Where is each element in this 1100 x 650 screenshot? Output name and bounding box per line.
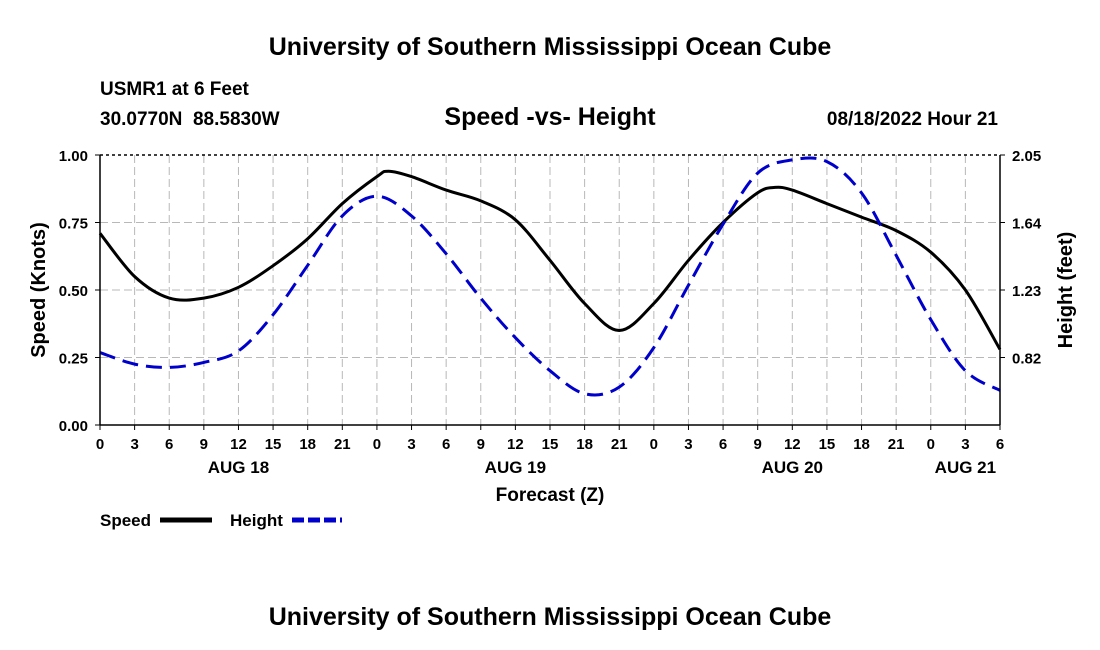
x-tick-label-2: 6: [165, 436, 173, 453]
x-tick-label-24: 0: [927, 436, 935, 453]
x-tick-label-8: 0: [373, 436, 381, 453]
day-label-2: AUG 20: [762, 458, 823, 477]
x-tick-label-21: 15: [819, 436, 836, 453]
y-tick-label-3: 0.75: [59, 216, 88, 233]
y2-tick-label-0: 0.82: [1012, 351, 1041, 368]
day-label-3: AUG 21: [935, 458, 996, 477]
x-tick-label-1: 3: [130, 436, 138, 453]
x-tick-label-15: 21: [611, 436, 628, 453]
x-tick-label-4: 12: [230, 436, 247, 453]
x-tick-label-10: 6: [442, 436, 450, 453]
legend-label-speed: Speed: [100, 511, 151, 530]
y2-tick-label-2: 1.64: [1012, 216, 1042, 233]
forecast-datetime: 08/18/2022 Hour 21: [827, 109, 999, 130]
footer-title: University of Southern Mississippi Ocean…: [269, 603, 832, 631]
axes: 0 3 6 9 12 15 18 21 0 3 6 9 12 15 18 21 0 3 6 9 12 15 18 21 0 3 6A…: [59, 148, 1042, 477]
day-label-0: AUG 18: [208, 458, 269, 477]
grid: [100, 155, 1000, 425]
y-axis-label: Speed (Knots): [28, 222, 50, 358]
y-tick-label-2: 0.50: [59, 283, 88, 300]
y-tick-label-1: 0.25: [59, 351, 88, 368]
legend-label-height: Height: [230, 511, 283, 530]
day-label-1: AUG 19: [485, 458, 546, 477]
x-tick-label-19: 9: [754, 436, 762, 453]
x-axis-label: Forecast (Z): [496, 485, 605, 506]
y-tick-label-0: 0.00: [59, 418, 88, 435]
page-title: University of Southern Mississippi Ocean…: [269, 33, 832, 61]
x-tick-label-20: 12: [784, 436, 801, 453]
series-line-speed: [98, 169, 1002, 351]
station-label: USMR1 at 6 Feet: [100, 79, 250, 100]
y-tick-label-4: 1.00: [59, 148, 88, 165]
x-tick-label-5: 15: [265, 436, 282, 453]
x-tick-label-0: 0: [96, 436, 104, 453]
x-tick-label-16: 0: [650, 436, 658, 453]
legend: Speed Height: [100, 511, 342, 530]
chart-title: Speed -vs- Height: [444, 103, 656, 131]
chart-marks: [98, 156, 1002, 397]
station-coordinates: 30.0770N 88.5830W: [100, 109, 280, 130]
x-tick-label-13: 15: [542, 436, 559, 453]
x-tick-label-11: 9: [477, 436, 485, 453]
x-tick-label-18: 6: [719, 436, 727, 453]
y2-tick-label-1: 1.23: [1012, 283, 1041, 300]
x-tick-label-7: 21: [334, 436, 351, 453]
x-tick-label-12: 12: [507, 436, 524, 453]
x-tick-label-17: 3: [684, 436, 692, 453]
x-tick-label-26: 6: [996, 436, 1004, 453]
y2-tick-label-3: 2.05: [1012, 148, 1041, 165]
y2-axis-label: Height (feet): [1055, 232, 1077, 349]
series-line-height: [99, 156, 1001, 397]
x-tick-label-9: 3: [407, 436, 415, 453]
x-tick-label-6: 18: [299, 436, 316, 453]
x-tick-label-3: 9: [200, 436, 208, 453]
x-tick-label-14: 18: [576, 436, 593, 453]
x-tick-label-25: 3: [961, 436, 969, 453]
x-tick-label-22: 18: [853, 436, 870, 453]
x-tick-label-23: 21: [888, 436, 905, 453]
